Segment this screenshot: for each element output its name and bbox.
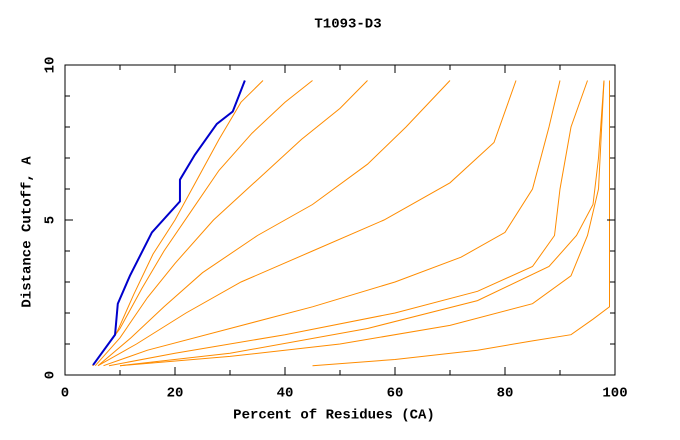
curve bbox=[103, 80, 561, 367]
curve bbox=[119, 80, 605, 367]
y-tick-label: 0 bbox=[43, 371, 59, 379]
x-tick-label: 80 bbox=[497, 386, 514, 402]
y-tick-label: 10 bbox=[43, 57, 59, 74]
x-tick-label: 60 bbox=[387, 386, 404, 402]
curve bbox=[92, 80, 313, 366]
curve bbox=[94, 80, 368, 367]
curve bbox=[92, 80, 246, 366]
chart-title: T1093-D3 bbox=[314, 17, 381, 33]
y-axis-label: Distance Cutoff, A bbox=[20, 156, 36, 308]
x-axis-label: Percent of Residues (CA) bbox=[233, 408, 435, 424]
x-tick-label: 40 bbox=[277, 386, 294, 402]
curve bbox=[97, 80, 451, 367]
x-tick-label: 20 bbox=[167, 386, 184, 402]
y-tick-label: 5 bbox=[43, 216, 59, 224]
curve bbox=[119, 80, 605, 367]
plot-area bbox=[92, 80, 610, 367]
curve bbox=[92, 80, 264, 366]
curve bbox=[97, 80, 517, 367]
curve bbox=[312, 80, 610, 367]
x-tick-label: 0 bbox=[61, 386, 69, 402]
curve bbox=[108, 80, 588, 367]
x-tick-label: 100 bbox=[602, 386, 627, 402]
